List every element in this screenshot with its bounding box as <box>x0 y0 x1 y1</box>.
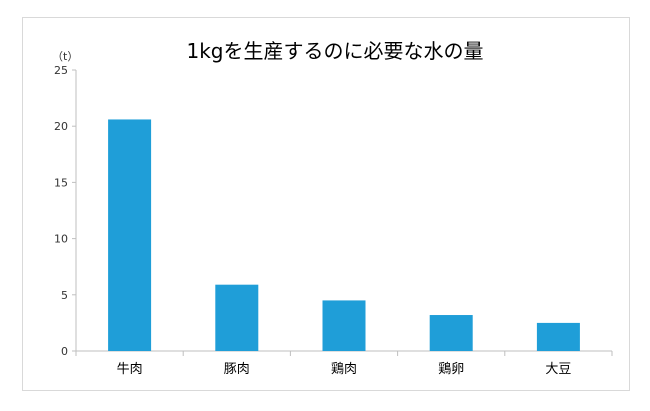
bars <box>108 119 580 352</box>
bar-4 <box>429 315 473 351</box>
y-tick-label: 15 <box>54 176 68 189</box>
bar-5 <box>536 322 580 351</box>
x-category-label: 鶏肉 <box>331 362 357 377</box>
x-category-label: 鶏卵 <box>438 362 464 377</box>
chart-title: 1kgを生産するのに必要な水の量 <box>186 39 483 63</box>
bar-1 <box>108 119 152 352</box>
y-axis-unit-label: （t） <box>52 50 78 63</box>
x-category-label: 豚肉 <box>224 362 250 377</box>
bar-2 <box>215 284 259 351</box>
x-category-label: 牛肉 <box>117 362 143 377</box>
x-category-label: 大豆 <box>545 362 571 377</box>
y-tick-label: 20 <box>54 120 68 133</box>
y-tick-label: 10 <box>54 233 68 246</box>
y-tick-label: 25 <box>54 64 68 77</box>
labels: 0 5 10 15 20 25 牛肉 豚肉 鶏肉 鶏卵 大豆 <box>54 64 571 377</box>
y-tick-label: 0 <box>61 345 68 358</box>
y-tick-label: 5 <box>61 289 68 302</box>
bar-3 <box>322 300 366 351</box>
